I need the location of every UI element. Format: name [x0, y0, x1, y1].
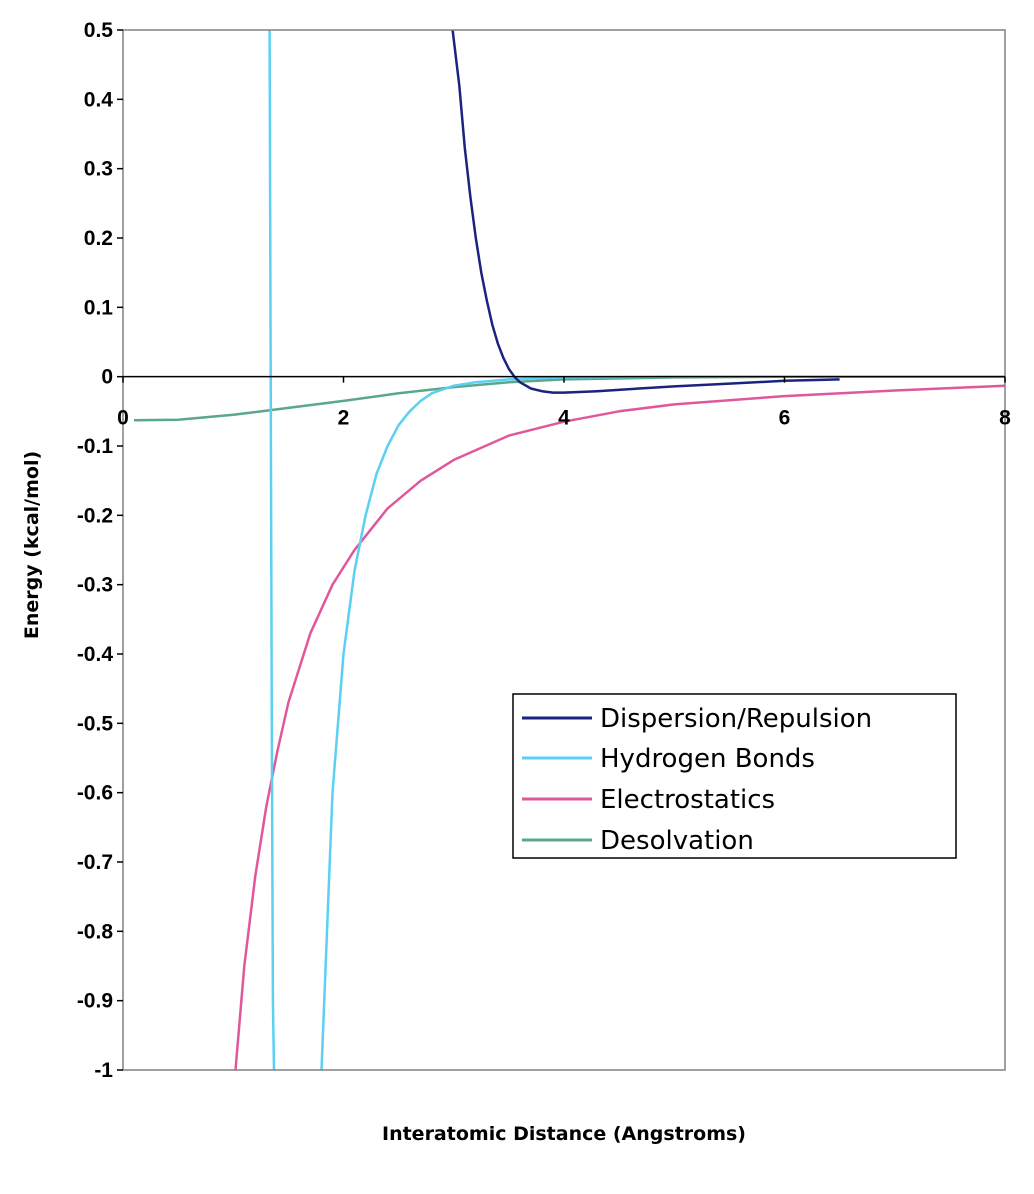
- series-line-hydrogen-bonds: [268, 29, 1005, 1071]
- x-tick-label: 0: [117, 407, 129, 430]
- x-tick-label: 4: [558, 407, 570, 430]
- y-axis-ticks: 0.5 0.4 0.3 0.2 0.1 0 -0.1 -0.2 -0.3 -0.4 -0.5 -0.6…: [77, 19, 123, 1082]
- x-axis-title: Interatomic Distance (Angstroms): [382, 1123, 746, 1145]
- y-tick-label: -0.6: [77, 782, 113, 805]
- legend-label-hbonds: Hydrogen Bonds: [600, 744, 815, 774]
- plot-series-group: [133, 29, 1006, 1071]
- y-tick-label: -0.7: [77, 851, 113, 874]
- plot-area-frame: [122, 29, 1006, 1071]
- y-tick-label: 0: [101, 366, 113, 389]
- y-tick-label: -0.4: [77, 643, 114, 666]
- x-tick-label: 2: [338, 407, 350, 430]
- x-tick-label: 8: [999, 407, 1011, 430]
- y-tick-label: -0.3: [77, 574, 113, 597]
- y-tick-label: -1: [94, 1059, 113, 1082]
- legend: Dispersion/Repulsion Hydrogen Bonds Elec…: [512, 693, 957, 859]
- y-tick-label: -0.1: [77, 435, 114, 458]
- y-tick-label: 0.5: [84, 19, 114, 42]
- y-tick-label: 0.1: [84, 296, 114, 319]
- y-tick-label: -0.8: [77, 920, 114, 943]
- y-tick-label: 0.2: [84, 227, 113, 250]
- y-tick-label: 0.3: [84, 158, 113, 181]
- legend-label-dispersion: Dispersion/Repulsion: [600, 704, 872, 734]
- series-line-electrostatics: [234, 384, 1006, 1071]
- y-tick-label: -0.5: [77, 712, 114, 735]
- x-axis-ticks: 0 2 4 6 8: [117, 376, 1011, 430]
- y-tick-label: -0.2: [77, 504, 113, 527]
- x-tick-label: 6: [779, 407, 791, 430]
- y-tick-label: -0.9: [77, 990, 113, 1013]
- legend-label-electrostatics: Electrostatics: [600, 785, 775, 815]
- series-line-dispersion-repulsion: [451, 29, 840, 394]
- y-tick-label: 0.4: [84, 88, 114, 111]
- legend-box: [512, 693, 957, 859]
- legend-label-desolvation: Desolvation: [600, 826, 754, 856]
- y-axis-title: Energy (kcal/mol): [21, 451, 43, 639]
